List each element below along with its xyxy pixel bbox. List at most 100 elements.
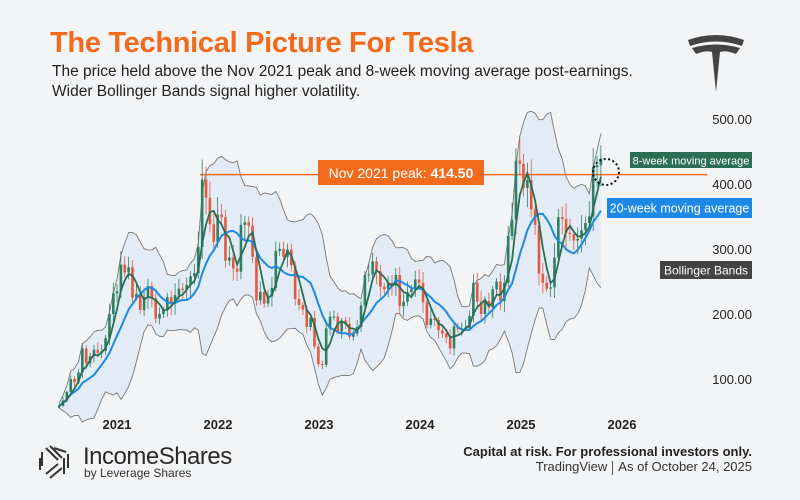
candle-body xyxy=(127,267,130,273)
candle-body xyxy=(112,293,115,314)
candle-body xyxy=(92,349,96,357)
candle-body xyxy=(274,250,278,288)
legend-bollinger-box xyxy=(660,261,752,279)
candle-body xyxy=(173,295,177,305)
candle-body xyxy=(235,268,239,272)
candle-body xyxy=(321,364,324,366)
candle-body xyxy=(305,309,309,327)
ma8-line xyxy=(58,170,602,407)
tesla-logo xyxy=(688,35,744,92)
candle-body xyxy=(108,314,111,339)
candle-body xyxy=(181,288,185,290)
candle-body xyxy=(324,328,328,365)
candle-body xyxy=(262,291,266,304)
candle-body xyxy=(69,379,73,392)
candle-body xyxy=(332,316,336,318)
candle-body xyxy=(510,219,514,236)
candle-body xyxy=(255,256,258,301)
candle-body xyxy=(410,289,413,292)
candle-body xyxy=(386,282,390,290)
candle-body xyxy=(479,301,483,314)
y-tick-label: 500.00 xyxy=(712,112,752,127)
candle-body xyxy=(135,293,138,298)
legend-ma20-box xyxy=(607,198,752,218)
incomeshares-logo-icon xyxy=(39,445,69,479)
candle-body xyxy=(142,297,146,311)
subtitle-line-1: The price held above the Nov 2021 peak a… xyxy=(52,63,633,80)
candle-body xyxy=(158,314,161,319)
candle-body xyxy=(564,219,568,233)
candle-body xyxy=(444,333,448,338)
candle-body xyxy=(475,282,479,302)
peak-label: Nov 2021 peak: 414.50 xyxy=(329,165,474,181)
source: TradingView xyxy=(535,459,608,474)
candle-body xyxy=(390,282,394,286)
x-tick-label: 2026 xyxy=(608,417,637,432)
candle-body xyxy=(495,281,498,290)
candle-body xyxy=(131,267,134,298)
peak-label-box xyxy=(318,160,484,185)
candle-body xyxy=(576,238,579,241)
price-chart: 100.00 200.00 300.00 400.00 500.00 2021 2022 20… xyxy=(57,110,752,432)
candle-body xyxy=(514,160,518,220)
ma20-line xyxy=(58,210,602,407)
candle-body xyxy=(537,224,541,274)
candle-body xyxy=(169,297,173,305)
candle-body xyxy=(123,264,127,273)
candle-body xyxy=(491,289,495,308)
candle-body xyxy=(406,291,409,302)
candle-body xyxy=(340,320,343,332)
candle-body xyxy=(398,275,402,307)
candle-body xyxy=(266,296,270,304)
candle-body xyxy=(154,298,158,319)
candle-body xyxy=(549,287,552,289)
candle-body xyxy=(193,273,196,277)
candle-body xyxy=(216,214,219,242)
candle-body xyxy=(138,293,142,311)
candle-body xyxy=(560,217,564,220)
candle-body xyxy=(572,234,576,241)
candle-body xyxy=(506,236,510,283)
candle-body xyxy=(371,261,374,275)
candle-body xyxy=(317,346,320,365)
candle-body xyxy=(293,265,297,300)
x-tick-label: 2025 xyxy=(507,417,536,432)
candle-body xyxy=(472,282,475,316)
candle-body xyxy=(104,338,107,352)
candle-body xyxy=(413,279,417,290)
candle-body xyxy=(448,337,452,349)
x-tick-label: 2024 xyxy=(406,417,436,432)
peak-value: 414.50 xyxy=(431,165,474,181)
candle-body xyxy=(297,299,301,305)
subtitle: The price held above the Nov 2021 peak a… xyxy=(52,62,633,102)
candle-body xyxy=(96,349,100,353)
candle-body xyxy=(437,319,440,331)
candle-body xyxy=(150,286,154,299)
candle-body xyxy=(73,379,76,383)
candle-body xyxy=(595,165,599,168)
candle-body xyxy=(282,249,285,257)
candle-body xyxy=(379,271,382,287)
candle-body xyxy=(196,247,200,274)
candle-body xyxy=(204,179,208,198)
candle-body xyxy=(359,305,363,327)
subtitle-line-2: Wider Bollinger Bands signal higher vola… xyxy=(52,83,361,100)
candle-body xyxy=(162,309,165,314)
brand-name: IncomeShares xyxy=(83,443,232,470)
candle-body xyxy=(77,372,80,383)
candle-body xyxy=(580,230,583,239)
candle-body xyxy=(526,180,529,188)
candle-body xyxy=(363,275,367,306)
candle-body xyxy=(518,160,522,164)
candle-body xyxy=(278,249,281,251)
candle-body xyxy=(247,222,250,226)
candle-body xyxy=(220,214,223,218)
peak-label-text: Nov 2021 peak: xyxy=(329,165,431,181)
disclaimer: Capital at risk. For professional invest… xyxy=(463,444,752,459)
candle-body xyxy=(545,282,549,289)
brand-subtitle: by Leverage Shares xyxy=(84,466,192,480)
candle-body xyxy=(529,180,533,210)
legend-ma20: 20-week moving average xyxy=(610,202,750,216)
y-tick-label: 300.00 xyxy=(712,242,752,257)
candle-body xyxy=(185,284,188,290)
